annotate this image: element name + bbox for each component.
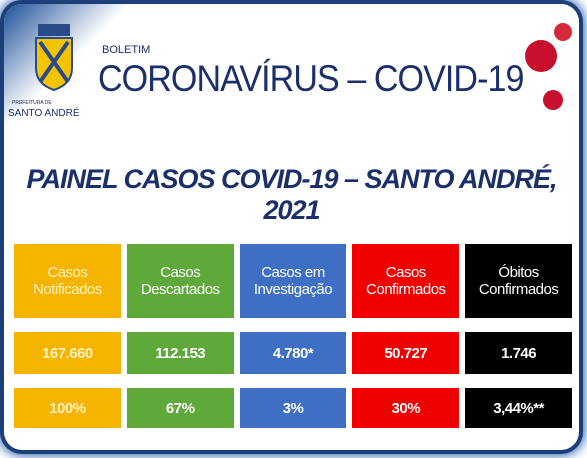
percent-cell: 67% — [127, 388, 234, 428]
column-label: Óbitos Confirmados — [465, 244, 572, 318]
percent-cell: 100% — [14, 388, 121, 428]
count-cell: 167.660 — [14, 332, 121, 374]
count-cell: 112.153 — [127, 332, 234, 374]
panel-title: PAINEL CASOS COVID-19 – SANTO ANDRÉ, 202… — [4, 164, 579, 226]
percent-cell: 30% — [352, 388, 459, 428]
logo-city: SANTO ANDRÉ — [8, 108, 80, 119]
virus-icons — [509, 14, 579, 124]
logo — [16, 18, 96, 108]
count-cell: 4.780* — [240, 332, 347, 374]
panel: PREFEITURA DE SANTO ANDRÉ BOLETIM CORONA… — [4, 4, 579, 450]
column-label: Casos em Investigação — [240, 244, 347, 318]
page: PREFEITURA DE SANTO ANDRÉ BOLETIM CORONA… — [0, 0, 587, 458]
kicker: BOLETIM — [102, 44, 150, 56]
column-label: Casos Notificados — [14, 244, 121, 318]
logo-caption: PREFEITURA DE — [12, 100, 52, 106]
header: PREFEITURA DE SANTO ANDRÉ BOLETIM CORONA… — [4, 4, 579, 132]
percent-cell: 3,44%** — [465, 388, 572, 428]
column-label: Casos Descartados — [127, 244, 234, 318]
count-cell: 1.746 — [465, 332, 572, 374]
count-cell: 50.727 — [352, 332, 459, 374]
column-label: Casos Confirmados — [352, 244, 459, 318]
percent-cell: 3% — [240, 388, 347, 428]
title: CORONAVÍRUS – COVID-19 — [98, 58, 524, 100]
